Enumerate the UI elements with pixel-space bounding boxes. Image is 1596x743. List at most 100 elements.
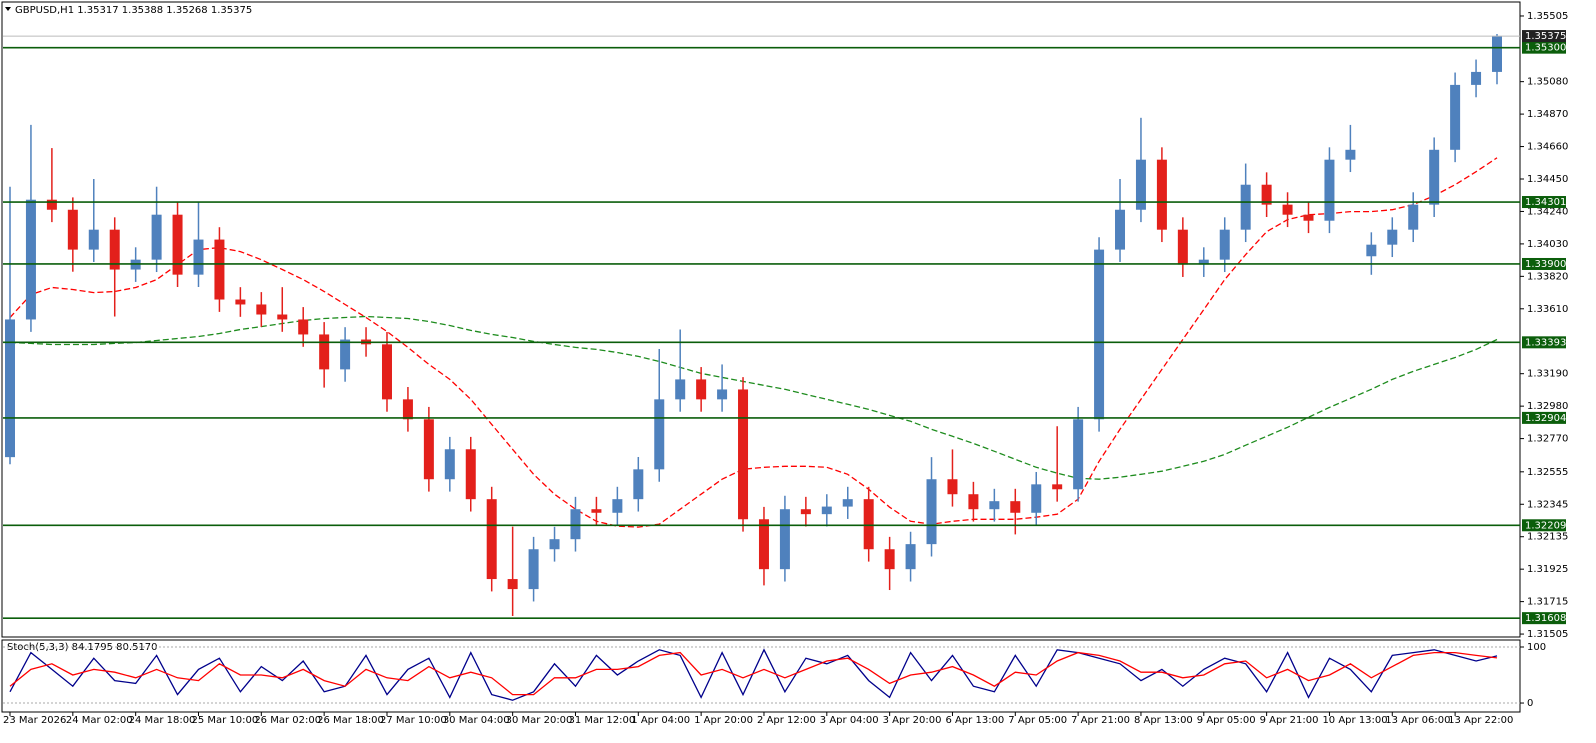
candle-body [1177, 229, 1188, 265]
x-tick-label: 6 Apr 13:00 [945, 715, 1004, 726]
last-price-label: 1.35375 [1525, 31, 1566, 42]
x-tick-label: 2 Apr 12:00 [757, 715, 816, 726]
x-tick-label: 23 Mar 2026 [3, 715, 66, 726]
y-tick-label: 1.31715 [1527, 597, 1568, 608]
candle-body [654, 399, 665, 470]
level-label-box [1522, 196, 1566, 209]
level-label: 1.31608 [1525, 613, 1566, 624]
candle-body [277, 314, 288, 320]
x-tick-label: 27 Mar 10:00 [380, 715, 447, 726]
x-tick-label: 3 Apr 04:00 [820, 715, 879, 726]
candle-body [779, 509, 790, 570]
candle-body [1366, 244, 1377, 257]
candle-body [507, 579, 518, 590]
y-tick-label: 100 [1527, 642, 1546, 653]
level-label: 1.32209 [1525, 520, 1566, 531]
candle-body [738, 389, 749, 520]
candle-body [1094, 249, 1105, 420]
candle-body [444, 449, 455, 480]
candle-body [758, 519, 769, 570]
candle-body [1303, 214, 1314, 221]
x-tick-label: 9 Apr 21:00 [1260, 715, 1319, 726]
candle-body [109, 229, 120, 270]
x-tick-label: 30 Mar 04:00 [443, 715, 510, 726]
candle-body [1135, 159, 1146, 210]
candle-body [1240, 184, 1251, 230]
candle-body [214, 239, 225, 300]
candle-body [1408, 204, 1419, 230]
y-tick-label: 0 [1527, 698, 1533, 709]
candle-body [1429, 149, 1440, 205]
candle-body [1345, 149, 1356, 160]
candle-body [1261, 184, 1272, 205]
x-tick-label: 9 Apr 05:00 [1197, 715, 1256, 726]
last-price-box [1522, 30, 1566, 43]
level-label: 1.33393 [1525, 337, 1566, 348]
candle-body [570, 509, 581, 540]
candle-body [905, 544, 916, 570]
level-label-box [1522, 257, 1566, 270]
candle-body [67, 209, 78, 250]
x-tick-label: 1 Apr 04:00 [631, 715, 690, 726]
candle-body [591, 509, 602, 513]
y-tick-label: 1.34240 [1527, 206, 1568, 217]
y-tick-label: 1.35505 [1527, 11, 1568, 22]
x-tick-label: 1 Apr 20:00 [694, 715, 753, 726]
candle-body [25, 199, 36, 320]
candle-body [298, 319, 309, 335]
candle-body [633, 469, 644, 500]
candle-body [1073, 419, 1084, 490]
candle-body [675, 379, 686, 400]
candle-body [1115, 209, 1126, 250]
menu-icon[interactable] [5, 7, 11, 11]
x-tick-label: 26 Mar 18:00 [317, 715, 384, 726]
level-label-box [1522, 411, 1566, 424]
y-tick-label: 1.31505 [1527, 629, 1568, 640]
candle-body [172, 214, 183, 275]
level-label: 1.32904 [1525, 413, 1566, 424]
candle-body [5, 319, 15, 458]
candle-body [842, 499, 853, 507]
candle-body [1471, 71, 1482, 85]
level-label: 1.35300 [1525, 43, 1566, 54]
level-label: 1.34301 [1525, 197, 1566, 208]
candle-body [863, 499, 874, 550]
candle-body [549, 539, 560, 550]
candle-body [1031, 484, 1042, 513]
candle-body [800, 509, 811, 515]
candle-body [319, 334, 330, 370]
candle-body [1156, 159, 1167, 230]
x-tick-label: 26 Mar 02:00 [254, 715, 321, 726]
candle-body [1010, 501, 1021, 513]
candle-body [1219, 229, 1230, 260]
y-tick-label: 1.34870 [1527, 109, 1568, 120]
y-tick-label: 1.32980 [1527, 401, 1568, 412]
x-tick-label: 24 Mar 02:00 [66, 715, 133, 726]
x-tick-label: 10 Apr 13:00 [1322, 715, 1387, 726]
level-label: 1.33900 [1525, 259, 1566, 270]
candle-body [46, 199, 57, 210]
moving-average [9, 315, 1498, 480]
candle-body [1198, 259, 1209, 265]
y-tick-label: 1.32345 [1527, 499, 1568, 510]
candle-body [151, 214, 162, 260]
y-tick-label: 1.34660 [1527, 142, 1568, 153]
candle-body [423, 419, 434, 480]
candle-body [947, 479, 958, 495]
y-tick-label: 1.32770 [1527, 434, 1568, 445]
candle-body [528, 549, 539, 590]
candle-body [486, 499, 497, 580]
candle-body [340, 339, 351, 370]
stoch-panel [1, 639, 1521, 713]
stoch-line [9, 648, 1498, 701]
stoch-title: Stoch(5,3,3) 84.1795 80.5170 [7, 642, 158, 653]
candle-body [612, 499, 623, 513]
candle-body [717, 389, 728, 400]
x-tick-label: 13 Apr 06:00 [1385, 715, 1450, 726]
y-tick-label: 1.32135 [1527, 532, 1568, 543]
x-tick-label: 8 Apr 13:00 [1134, 715, 1193, 726]
level-label-box [1522, 336, 1566, 349]
x-tick-label: 30 Mar 20:00 [506, 715, 573, 726]
candle-body [696, 379, 707, 400]
